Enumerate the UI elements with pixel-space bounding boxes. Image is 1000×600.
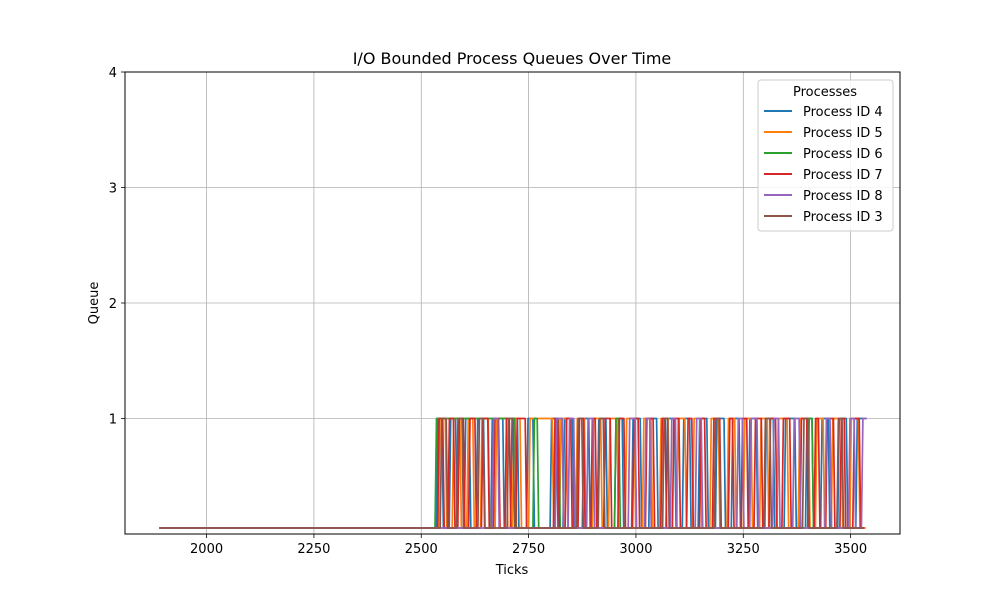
y-tick-label: 1 (109, 413, 117, 428)
legend-title: Processes (793, 85, 857, 100)
legend-entry-label: Process ID 5 (803, 126, 883, 141)
y-tick-label: 4 (109, 66, 117, 81)
series-line-5 (159, 417, 864, 529)
x-tick-label: 3000 (619, 542, 652, 557)
x-axis: 2000 2250 2500 2750 3000 3250 3500 (190, 534, 867, 557)
series-line-0 (159, 417, 866, 529)
x-tick-label: 2000 (190, 542, 223, 557)
y-axis-label: Queue (87, 282, 102, 325)
y-axis: 1 2 3 4 (109, 66, 125, 428)
legend-entry-label: Process ID 6 (803, 147, 883, 162)
legend-box (757, 79, 894, 232)
legend-entry-label: Process ID 8 (803, 189, 883, 204)
x-tick-label: 3500 (834, 542, 867, 557)
legend-entry-label: Process ID 3 (803, 210, 883, 225)
chart-title: I/O Bounded Process Queues Over Time (353, 49, 672, 68)
legend-entries: Process ID 4 Process ID 5 Process ID 6 Proc… (764, 105, 883, 225)
x-tick-label: 2250 (297, 542, 330, 557)
x-tick-label: 3250 (727, 542, 760, 557)
y-tick-label: 3 (109, 182, 117, 197)
x-tick-label: 2750 (512, 542, 545, 557)
x-tick-label: 2500 (405, 542, 438, 557)
y-tick-label: 2 (109, 297, 117, 312)
x-axis-label: Ticks (495, 563, 529, 578)
legend-entry-label: Process ID 4 (803, 105, 883, 120)
legend-entry-label: Process ID 7 (803, 168, 883, 183)
series-line-4 (159, 417, 867, 529)
series-lines (159, 417, 867, 529)
